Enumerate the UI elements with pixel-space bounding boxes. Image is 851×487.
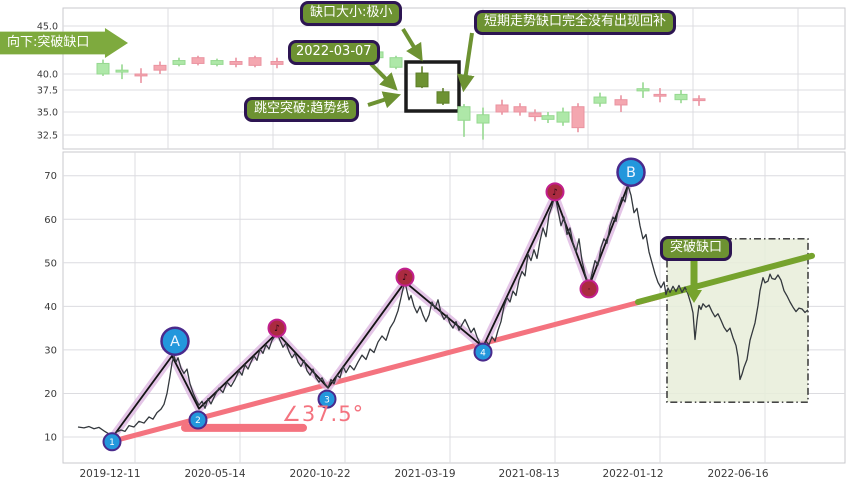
bottom-y-tick-label: 10: [44, 433, 57, 444]
wave-marker-♪: ♪: [267, 318, 287, 338]
candle-body: [653, 93, 667, 97]
bottom-y-tick-label: 60: [44, 215, 57, 226]
banner-down-breakout-gap: 向下:突破缺口: [0, 28, 128, 58]
candle-body: [614, 99, 628, 106]
gap-arrowhead-icon: [686, 290, 702, 303]
svg-text:A: A: [170, 334, 180, 350]
price-line: [77, 184, 809, 437]
top-y-tick-label: 37.5: [37, 86, 58, 97]
label-gap-size: 缺口大小:极小: [300, 1, 403, 26]
svg-text:3: 3: [324, 395, 330, 405]
top-y-tick-label: 45.0: [37, 22, 58, 33]
trendline-green: [635, 252, 815, 305]
candle-body: [674, 93, 688, 101]
candle-body: [476, 114, 490, 124]
label-no-refill: 短期走势缺口完全没有出现回补: [474, 10, 677, 35]
annotation-arrow: [401, 27, 423, 62]
bottom-y-tick-label: 40: [44, 302, 57, 313]
candle-body: [415, 72, 429, 88]
bottom-y-tick-label: 70: [44, 171, 57, 182]
bottom-y-tick-label: 30: [44, 345, 57, 356]
bottom-x-tick-label: 2021-03-19: [394, 468, 455, 480]
candle-body: [636, 88, 650, 92]
wave-markers: 1 2 3 4 A B ♪ ♪ ♪ ·: [102, 157, 646, 452]
angle-text: ∠37.5°: [282, 402, 365, 426]
candle-body: [457, 106, 471, 121]
svg-text:♪: ♪: [274, 324, 280, 334]
bottom-x-tick-label: 2020-05-14: [184, 468, 245, 480]
bottom-x-tick-label: 2021-08-13: [498, 468, 559, 480]
candle-body: [593, 96, 607, 104]
wave-marker-♪: ♪: [395, 267, 415, 287]
candle-body: [270, 61, 284, 65]
bottom-x-tick-label: 2020-10-22: [289, 468, 350, 480]
candle-body: [513, 106, 527, 113]
annotation-arrow: [369, 62, 398, 91]
candle-body: [556, 111, 570, 123]
candle-body: [229, 61, 243, 65]
wave-marker-4: 4: [473, 342, 493, 362]
candle-body: [436, 91, 450, 104]
svg-text:2: 2: [195, 416, 201, 426]
label-gap-date: 2022-03-07: [288, 40, 380, 65]
top-panel: 45.0 40.0 37.5 35.0 32.5: [37, 7, 846, 150]
candle-body: [153, 64, 167, 71]
candle-body: [172, 60, 186, 65]
bottom-y-tick-label: 20: [44, 389, 57, 400]
svg-text:4: 4: [480, 348, 486, 358]
label-gap-breakout-trendline: 跳空突破:趋势线: [244, 97, 360, 122]
label-breakout-gap: 突破缺口: [660, 236, 733, 261]
candle-body: [248, 57, 262, 66]
svg-text:·: ·: [588, 285, 591, 295]
candle-body: [134, 73, 148, 77]
wave-marker-3: 3: [317, 389, 337, 409]
candle-body: [191, 57, 205, 64]
bottom-x-tick-label: 2019-12-11: [79, 468, 140, 480]
svg-text:1: 1: [109, 438, 115, 448]
top-y-tick-label: 32.5: [37, 131, 58, 142]
candle-body: [692, 98, 706, 102]
wave-marker-A: A: [160, 326, 190, 356]
candle-body: [528, 112, 542, 118]
annotation-arrows: [367, 27, 475, 109]
wave-marker-·: ·: [579, 279, 599, 299]
bottom-panel: 10 20 30 40 50 60 70 2019-12-11 2020-05-14 2020-1…: [44, 151, 846, 480]
candle-body: [115, 69, 129, 73]
svg-text:♪: ♪: [402, 273, 408, 283]
wave-marker-B: B: [616, 157, 646, 187]
svg-text:♪: ♪: [552, 188, 558, 198]
top-y-tick-label: 40.0: [37, 70, 58, 81]
wave-marker-1: 1: [102, 432, 122, 452]
bottom-x-tick-label: 2022-06-16: [707, 468, 768, 480]
zigzag-band: [108, 181, 632, 442]
zigzag-line: [111, 184, 629, 439]
top-y-tick-label: 35.0: [37, 108, 58, 119]
wave-marker-2: 2: [188, 410, 208, 430]
candle-body: [210, 60, 224, 65]
annotation-arrow: [367, 91, 402, 109]
candle-body: [571, 106, 585, 129]
gap-highlight-box: [404, 60, 461, 113]
candle-body: [495, 104, 509, 113]
wave-marker-♪: ♪: [545, 182, 565, 202]
candlesticks: [96, 50, 706, 140]
bottom-x-tick-label: 2022-01-12: [602, 468, 663, 480]
candle-body: [96, 62, 110, 75]
svg-text:B: B: [626, 165, 636, 181]
annotation-arrow: [457, 32, 475, 93]
candle-body: [541, 115, 555, 120]
bottom-y-tick-label: 50: [44, 258, 57, 269]
candle-body: [389, 57, 403, 68]
